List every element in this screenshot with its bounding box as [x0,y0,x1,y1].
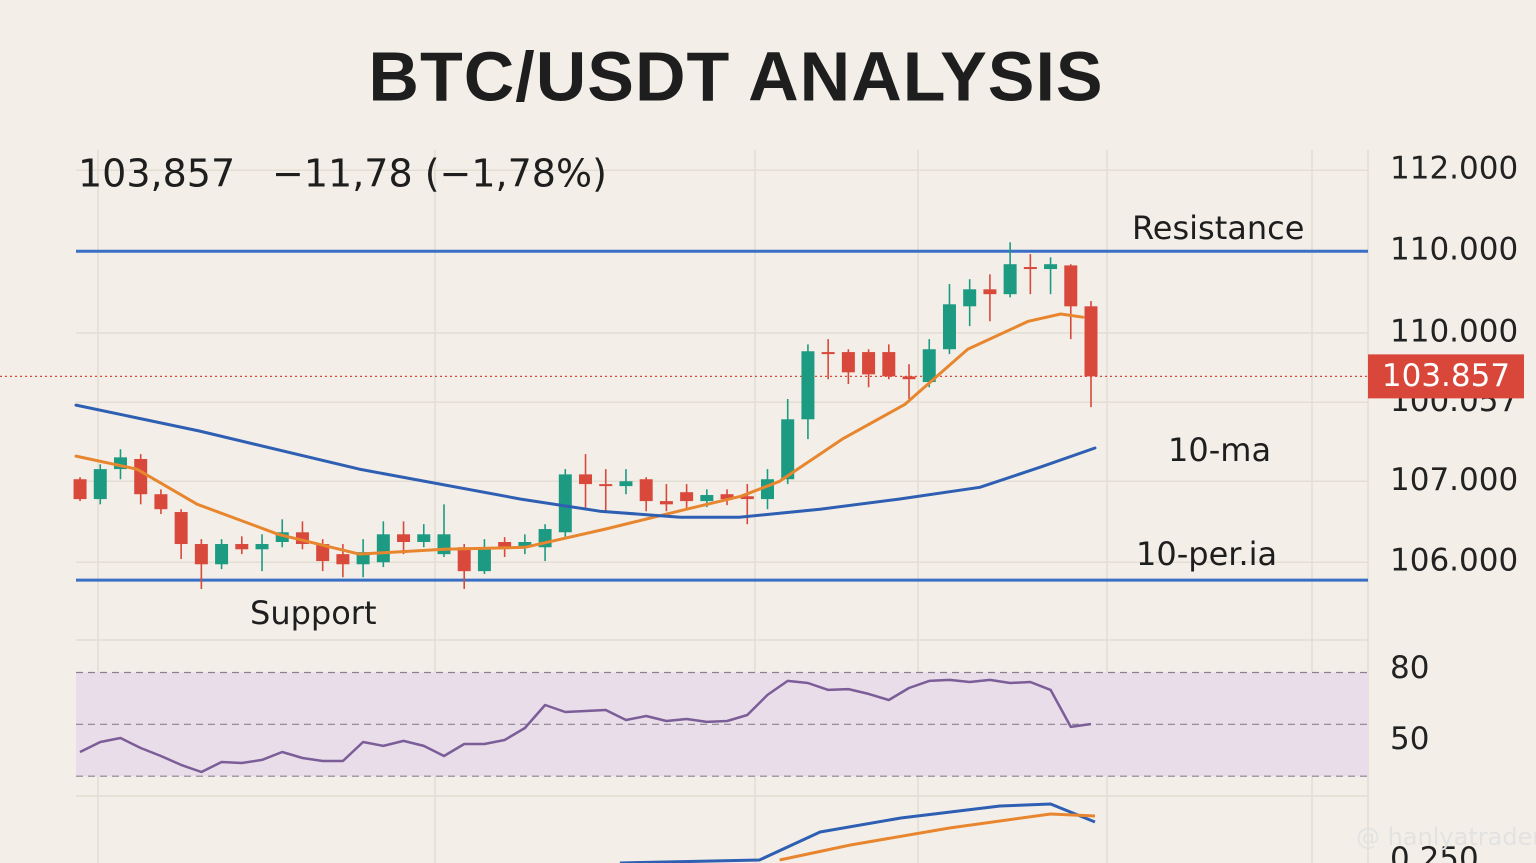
candle-body [983,289,997,295]
candle-body [376,534,390,563]
candle-body [1023,267,1037,270]
candle-body [680,492,694,502]
candle-body [599,484,613,487]
moving-average [74,403,1097,519]
candle-body [1003,264,1017,295]
candle-body [336,554,350,565]
candle-body [235,544,249,550]
annotation: 10-ma [1168,431,1271,469]
price-tag [1368,354,1524,399]
watermark: @ hanlyatrader [1356,823,1536,851]
y-tick-label: 110.000 [1390,314,1518,350]
candle-body [720,494,734,500]
rsi-band [76,672,1368,777]
candle-body [417,534,431,542]
rsi-tick-label: 50 [1390,721,1429,757]
candle-body [740,496,754,500]
candle-body [882,352,896,377]
candle-body [558,474,572,533]
plot-layer: 112.000110.000110.000100.057107.000106.0… [0,151,1524,863]
candle-body [942,304,956,350]
candle-body [862,352,876,375]
rsi-tick-label: 80 [1390,650,1429,686]
candle-body [174,512,188,545]
candle-body [639,479,653,502]
candle-body [518,542,532,548]
candle-body [194,544,208,565]
candle-body [1064,265,1078,307]
candle-body [457,547,471,572]
price-text: 103,857 [78,152,235,196]
indicator-line [779,812,1096,862]
candle-body [397,534,411,542]
candle-body [821,352,835,355]
candle-body [134,458,148,495]
candle-body [316,544,330,562]
candle-body [841,352,855,373]
candle-body [1084,306,1098,377]
y-tick-label: 106.000 [1390,543,1518,579]
y-tick-label: 112.000 [1390,151,1518,187]
candle-body [619,481,633,487]
candle-body [1044,264,1058,270]
candle-body [437,534,451,555]
level-label: Resistance [1132,209,1304,247]
candle-body [781,419,795,480]
candle-body [659,501,673,505]
candle-body [215,544,229,565]
price-tag-label: 103.857 [1382,358,1510,394]
chart-title: BTC/USDT ANALYSIS [368,37,1103,115]
candle-body [154,494,168,510]
y-tick-label: 107.000 [1390,462,1518,498]
change-text: −11,78 (−1,78%) [272,152,607,196]
y-tick-label: 110.000 [1390,232,1518,268]
candle-body [255,544,269,550]
candle-body [113,457,127,470]
moving-average [74,312,1085,556]
candle-body [477,547,491,572]
candle-body [295,532,309,545]
candle-body [902,376,916,380]
candle-body [275,532,289,542]
indicator-line [619,802,1096,863]
annotation: 10-per.ia [1136,535,1277,573]
candle-body [801,351,815,420]
rsi-line [79,678,1092,774]
level-label: Support [250,594,377,632]
lower-tick-label: 0.250 [1390,841,1479,863]
candle-body [579,474,593,485]
candle-body [922,349,936,383]
candle-body [963,289,977,307]
candle-body [93,469,107,500]
candle-body [498,542,512,548]
candle-body [700,495,714,502]
candle-body [73,479,87,500]
